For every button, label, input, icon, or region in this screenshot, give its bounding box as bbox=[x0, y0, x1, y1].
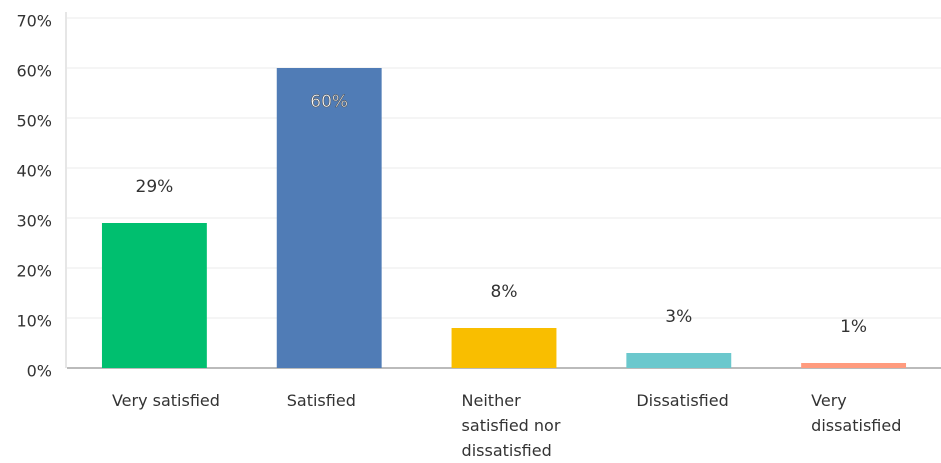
y-tick-label: 20% bbox=[16, 262, 52, 281]
y-tick-label: 40% bbox=[16, 162, 52, 181]
bar bbox=[626, 353, 732, 368]
y-tick-label: 60% bbox=[16, 62, 52, 81]
y-tick-label: 70% bbox=[16, 12, 52, 31]
bar bbox=[801, 363, 907, 368]
value-label: 8% bbox=[491, 282, 518, 302]
value-label: 3% bbox=[665, 307, 692, 327]
bar bbox=[451, 328, 557, 368]
x-tick-label: Neither satisfied nor dissatisfied bbox=[461, 391, 561, 460]
value-label: 1% bbox=[840, 317, 867, 337]
value-label: 29% bbox=[136, 177, 174, 197]
y-tick-label: 50% bbox=[16, 112, 52, 131]
x-tick-label: Satisfied bbox=[286, 391, 356, 410]
y-tick-label: 0% bbox=[27, 362, 52, 381]
bar bbox=[276, 68, 382, 368]
x-tick-label: Dissatisfied bbox=[636, 391, 729, 410]
value-label: 60% bbox=[310, 92, 348, 112]
y-tick-label: 30% bbox=[16, 212, 52, 231]
y-tick-label: 10% bbox=[16, 312, 52, 331]
bar bbox=[101, 223, 207, 368]
x-tick-label: Very satisfied bbox=[111, 391, 220, 410]
x-tick-label: Very dissatisfied bbox=[811, 391, 902, 435]
